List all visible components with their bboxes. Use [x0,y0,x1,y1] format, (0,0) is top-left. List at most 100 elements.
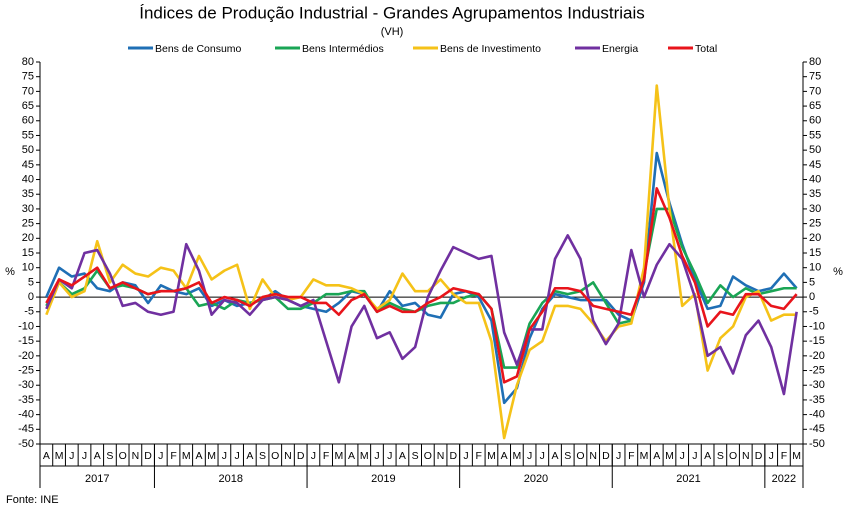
y-tick-label: 20 [22,232,34,244]
x-tick-label: S [717,450,724,462]
y2-tick-label: -25 [809,364,825,376]
x-tick-label: J [463,450,468,462]
year-label: 2017 [85,473,109,485]
y-tick-label: 75 [22,71,34,83]
y2-tick-label: 15 [809,247,821,259]
x-tick-label: J [311,450,316,462]
y2-tick-label: 70 [809,85,821,97]
x-tick-label: M [334,450,343,462]
x-tick-label: A [653,450,660,462]
y2-tick-label: 25 [809,218,821,230]
x-tick-label: M [792,450,801,462]
x-tick-label: D [297,450,305,462]
x-tick-label: F [323,450,329,462]
series-line [45,187,798,384]
x-tick-label: O [576,450,584,462]
x-tick-label: J [222,450,227,462]
y-tick-label: 15 [22,247,34,259]
x-tick-label: D [755,450,763,462]
y2-tick-label: 60 [809,115,821,127]
year-label: 2019 [371,473,395,485]
legend-label: Bens de Consumo [155,43,242,55]
y-tick-label: 35 [22,188,34,200]
legend-label: Energia [602,43,638,55]
x-tick-label: M [182,450,191,462]
x-tick-label: O [729,450,737,462]
y-tick-label: 65 [22,100,34,112]
x-tick-label: J [69,450,74,462]
x-tick-label: J [769,450,774,462]
x-tick-label: S [564,450,571,462]
y-tick-label: 50 [22,144,34,156]
y-tick-label: 0 [28,291,34,303]
y-tick-label: 55 [22,129,34,141]
x-tick-label: S [259,450,266,462]
y-tick-label: -20 [18,350,34,362]
y2-tick-label: 10 [809,262,821,274]
y2-tick-label: -35 [809,394,825,406]
y-tick-label: 45 [22,159,34,171]
x-tick-label: F [476,450,482,462]
x-tick-label: F [781,450,787,462]
x-tick-label: D [144,450,152,462]
series-line [45,234,798,396]
y2-tick-label: -5 [809,306,819,318]
y2-tick-label: 65 [809,100,821,112]
x-tick-label: O [271,450,279,462]
y2-tick-label: -50 [809,438,825,450]
x-tick-label: A [43,450,50,462]
legend-label: Bens de Investimento [440,43,541,55]
x-tick-label: A [704,450,711,462]
y2-tick-label: -20 [809,350,825,362]
x-tick-label: J [540,450,545,462]
x-tick-label: M [640,450,649,462]
y-tick-label: -45 [18,423,34,435]
x-tick-label: M [360,450,369,462]
year-label: 2021 [676,473,700,485]
x-tick-label: A [501,450,508,462]
x-tick-label: J [387,450,392,462]
x-tick-label: S [106,450,113,462]
x-tick-label: A [246,450,253,462]
year-label: 2022 [772,473,796,485]
x-tick-label: J [616,450,621,462]
series-line [45,151,798,405]
x-tick-label: M [487,450,496,462]
x-tick-label: A [552,450,559,462]
y-axis-label: % [5,266,15,278]
x-tick-label: M [55,450,64,462]
x-tick-label: J [82,450,87,462]
y2-tick-label: 5 [809,276,815,288]
x-tick-label: A [348,450,355,462]
y-tick-label: 70 [22,85,34,97]
x-tick-label: J [158,450,163,462]
x-tick-label: N [284,450,292,462]
y2-axis-label: % [833,266,843,278]
x-tick-label: N [589,450,597,462]
year-label: 2020 [524,473,548,485]
y-tick-label: 5 [28,276,34,288]
y2-tick-label: 75 [809,71,821,83]
legend-label: Bens Intermédios [302,43,384,55]
y2-tick-label: -45 [809,423,825,435]
x-tick-label: A [399,450,406,462]
x-tick-label: F [170,450,176,462]
x-tick-label: M [513,450,522,462]
y2-tick-label: 45 [809,159,821,171]
x-tick-label: D [449,450,457,462]
x-tick-label: N [437,450,445,462]
y-tick-label: -5 [24,306,34,318]
x-tick-label: J [374,450,379,462]
x-tick-label: A [195,450,202,462]
x-tick-label: D [602,450,610,462]
y-tick-label: -10 [18,320,34,332]
x-tick-label: J [680,450,685,462]
y2-tick-label: 35 [809,188,821,200]
y2-tick-label: -10 [809,320,825,332]
y2-tick-label: 0 [809,291,815,303]
x-tick-label: N [742,450,750,462]
y-tick-label: 25 [22,218,34,230]
source-note: Fonte: INE [6,494,59,506]
